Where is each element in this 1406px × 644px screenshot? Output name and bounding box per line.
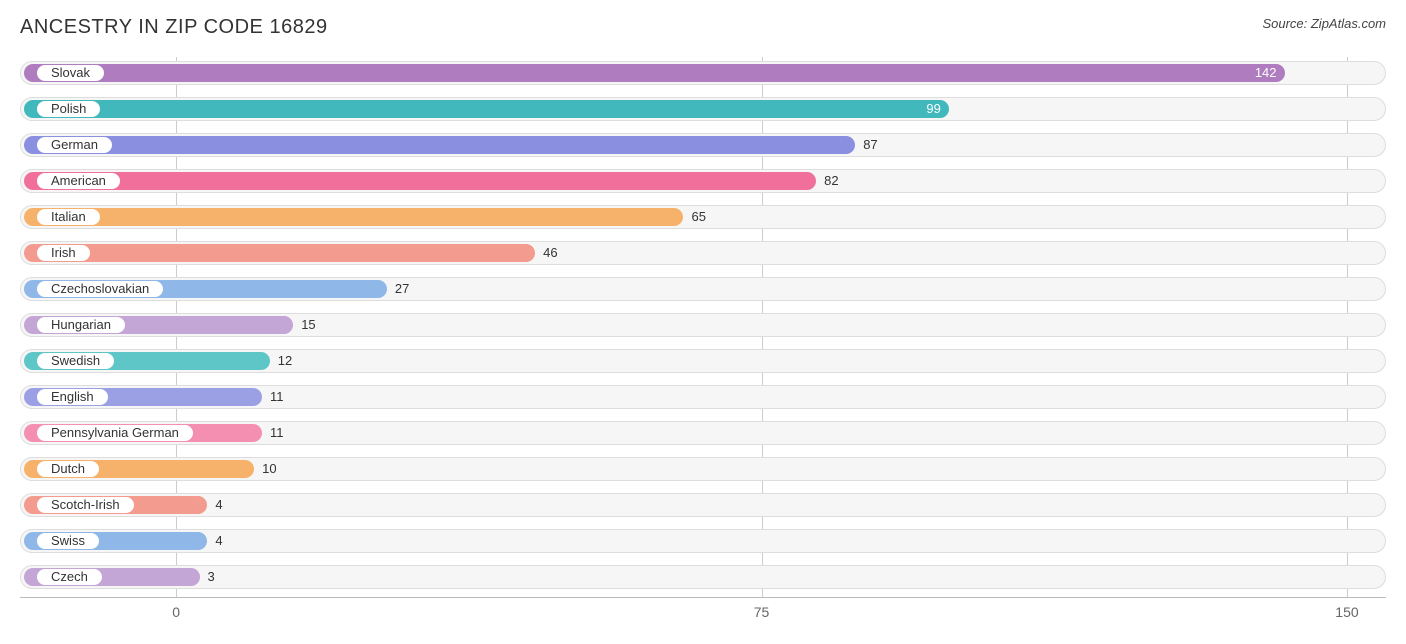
value-label: 11	[270, 388, 284, 406]
bar-fill	[24, 172, 816, 190]
category-pill: Slovak	[36, 64, 105, 82]
category-pill: Dutch	[36, 460, 100, 478]
category-pill: English	[36, 388, 109, 406]
value-label: 46	[543, 244, 557, 262]
category-pill: Polish	[36, 100, 101, 118]
bar-track	[20, 529, 1386, 553]
bar-row: Slovak 142	[20, 57, 1386, 89]
value-label: 12	[278, 352, 292, 370]
value-label: 11	[270, 424, 284, 442]
category-pill: Irish	[36, 244, 91, 262]
bar-track	[20, 565, 1386, 589]
value-label: 99	[909, 100, 941, 118]
bar-row: Swedish 12	[20, 345, 1386, 377]
bar-row: Polish 99	[20, 93, 1386, 125]
value-label: 4	[215, 496, 222, 514]
category-pill: American	[36, 172, 121, 190]
x-axis: 0 75 150	[20, 602, 1386, 626]
value-label: 65	[691, 208, 705, 226]
category-pill: Italian	[36, 208, 101, 226]
category-pill: Swedish	[36, 352, 115, 370]
ancestry-bar-chart: Slovak 142 Polish 99 German 87 American 82 Itali…	[20, 57, 1386, 626]
bar-row: Czech 3	[20, 561, 1386, 593]
value-label: 82	[824, 172, 838, 190]
category-pill: Scotch-Irish	[36, 496, 135, 514]
bar-row: Italian 65	[20, 201, 1386, 233]
axis-tick: 150	[1335, 604, 1358, 620]
axis-tick: 75	[754, 604, 770, 620]
axis-tick: 0	[172, 604, 180, 620]
bar-fill	[24, 64, 1285, 82]
value-label: 3	[208, 568, 215, 586]
bar-fill	[24, 136, 855, 154]
bar-row: Hungarian 15	[20, 309, 1386, 341]
value-label: 27	[395, 280, 409, 298]
bar-row: German 87	[20, 129, 1386, 161]
bar-container: Slovak 142 Polish 99 German 87 American 82 Itali…	[20, 57, 1386, 593]
category-pill: German	[36, 136, 113, 154]
chart-source: Source: ZipAtlas.com	[1262, 16, 1386, 31]
bar-row: American 82	[20, 165, 1386, 197]
category-pill: Pennsylvania German	[36, 424, 194, 442]
category-pill: Hungarian	[36, 316, 126, 334]
bar-row: Swiss 4	[20, 525, 1386, 557]
bar-row: Czechoslovakian 27	[20, 273, 1386, 305]
chart-header: ANCESTRY IN ZIP CODE 16829 Source: ZipAt…	[20, 16, 1386, 39]
value-label: 87	[863, 136, 877, 154]
category-pill: Czech	[36, 568, 103, 586]
bar-row: Dutch 10	[20, 453, 1386, 485]
category-pill: Swiss	[36, 532, 100, 550]
bar-fill	[24, 100, 949, 118]
category-pill: Czechoslovakian	[36, 280, 164, 298]
bar-row: Irish 46	[20, 237, 1386, 269]
bar-row: Pennsylvania German 11	[20, 417, 1386, 449]
value-label: 10	[262, 460, 276, 478]
value-label: 15	[301, 316, 315, 334]
bar-row: English 11	[20, 381, 1386, 413]
bar-track	[20, 493, 1386, 517]
bar-fill	[24, 208, 683, 226]
bar-row: Scotch-Irish 4	[20, 489, 1386, 521]
bar-fill	[24, 244, 535, 262]
value-label: 142	[1245, 64, 1277, 82]
plot-area: Slovak 142 Polish 99 German 87 American 82 Itali…	[20, 57, 1386, 598]
chart-title: ANCESTRY IN ZIP CODE 16829	[20, 16, 328, 39]
value-label: 4	[215, 532, 222, 550]
